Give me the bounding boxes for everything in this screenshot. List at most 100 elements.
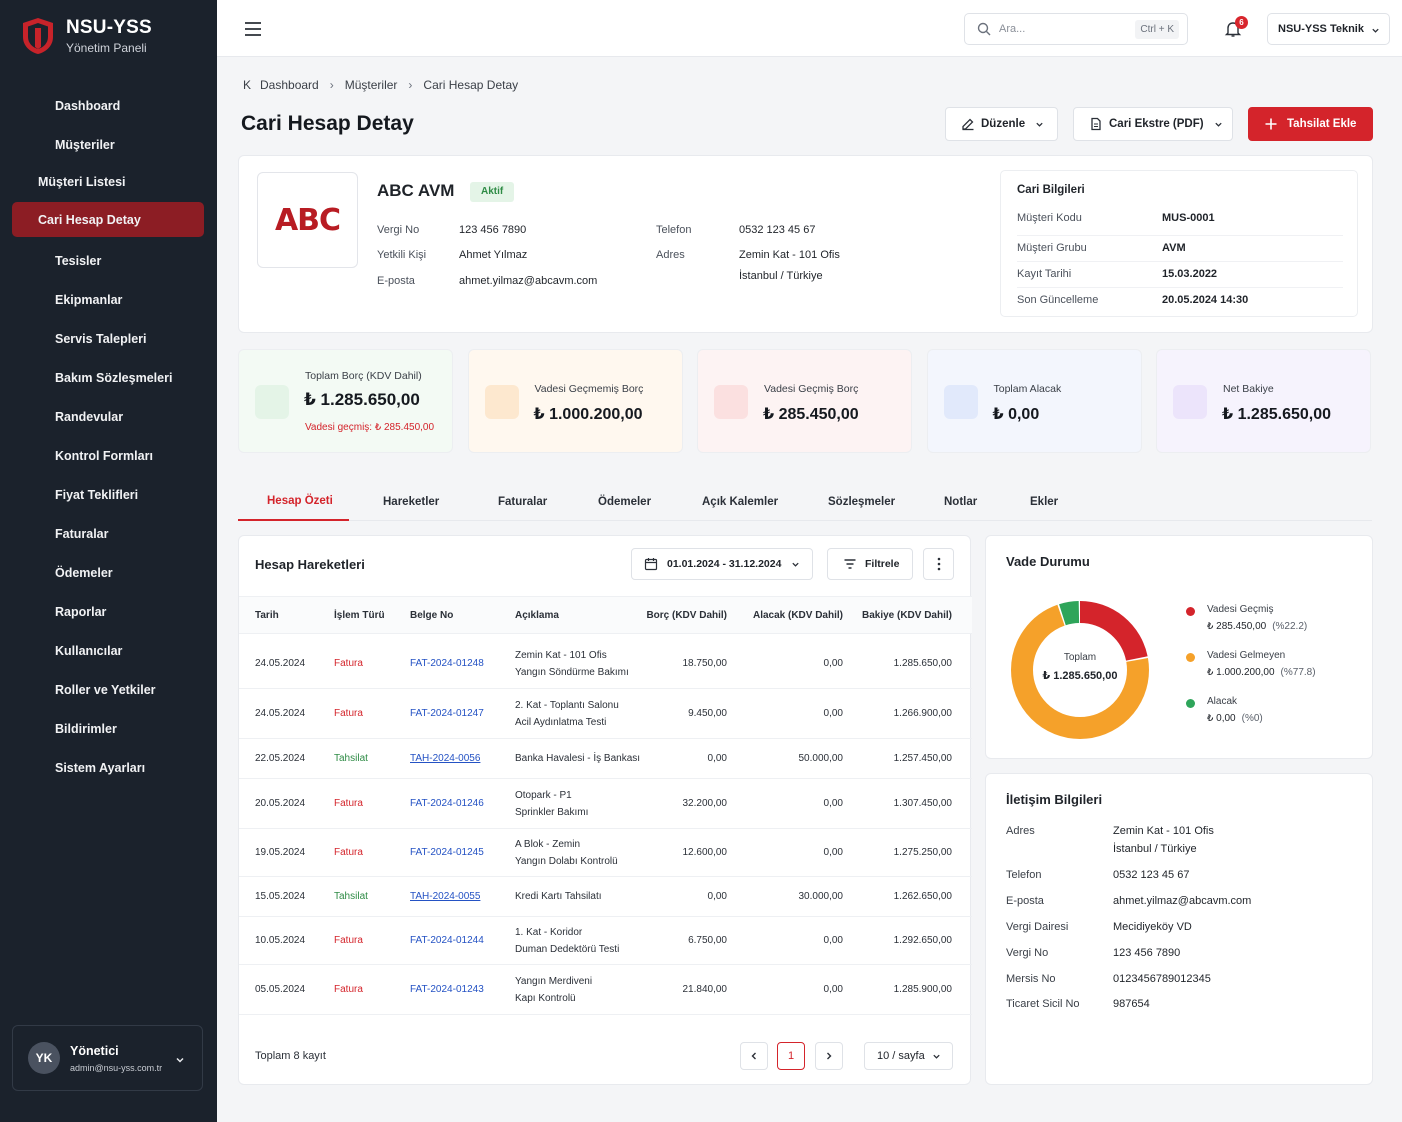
legend-value: ₺ 285.450,00: [1207, 621, 1267, 632]
cari-info-label: Kayıt Tarihi: [1017, 268, 1072, 280]
column-header[interactable]: Alacak (KDV Dahil): [752, 610, 843, 621]
sidebar-item-invoice[interactable]: Faturalar: [0, 514, 217, 553]
column-header[interactable]: Bakiye (KDV Dahil): [861, 610, 952, 621]
cell-debit: 9.450,00: [688, 708, 727, 719]
more-options-button[interactable]: [923, 548, 954, 580]
table-row[interactable]: 24.05.2024 Fatura FAT-2024-01247 2. Kat - T…: [239, 689, 972, 739]
sidebar-item-calendar[interactable]: Randevular: [0, 397, 217, 436]
email-value[interactable]: ahmet.yilmaz@abcavm.com: [459, 275, 598, 287]
legend-pct: (%22.2): [1272, 621, 1308, 632]
sidebar-item-wallet[interactable]: Ödemeler: [0, 553, 217, 592]
sidebar-item-box[interactable]: Ekipmanlar: [0, 280, 217, 319]
sidebar-item-building[interactable]: Tesisler: [0, 241, 217, 280]
table-row[interactable]: 24.05.2024 Fatura FAT-2024-01248 Zemin Kat …: [239, 638, 972, 689]
sidebar-item-quote[interactable]: Fiyat Teklifleri: [0, 475, 217, 514]
search-input[interactable]: Ara... Ctrl + K: [964, 13, 1188, 45]
tab-payment[interactable]: Ödemeler: [571, 482, 659, 521]
sidebar: NSU-YSS Yönetim Paneli Dashboard Müşteril…: [0, 0, 217, 1122]
sidebar-item-bell[interactable]: Bildirimler: [0, 709, 217, 748]
sidebar-item-label: Roller ve Yetkiler: [55, 682, 156, 697]
sidebar-subitem-account-detail[interactable]: Cari Hesap Detay: [12, 202, 204, 237]
stat-icon-wrap: [1173, 385, 1207, 419]
table-row[interactable]: 05.05.2024 Fatura FAT-2024-01243 Yangın Mer…: [239, 965, 972, 1015]
sidebar-item-report[interactable]: Raporlar: [0, 592, 217, 631]
tab-open-items[interactable]: Açık Kalemler: [675, 482, 786, 521]
invoice-icon: [24, 525, 42, 543]
legend-name: Vadesi Geçmiş: [1207, 604, 1274, 615]
cell-doc-link[interactable]: FAT-2024-01247: [410, 708, 484, 719]
sidebar-item-shield-user[interactable]: Roller ve Yetkiler: [0, 670, 217, 709]
column-header[interactable]: Açıklama: [515, 610, 559, 621]
contact-value: ahmet.yilmaz@abcavm.com: [1113, 895, 1252, 907]
column-header[interactable]: Belge No: [410, 610, 454, 621]
sidebar-item-contract[interactable]: Bakım Sözleşmeleri: [0, 358, 217, 397]
sidebar-item-wrench[interactable]: Servis Talepleri: [0, 319, 217, 358]
tab-summary[interactable]: Hesap Özeti: [238, 482, 349, 521]
filter-button[interactable]: Filtrele: [827, 548, 913, 580]
cari-info-row: Kayıt Tarihi 15.03.2022: [1017, 261, 1343, 287]
sidebar-item-user-group[interactable]: Kullanıcılar: [0, 631, 217, 670]
sidebar-item-home[interactable]: Dashboard: [0, 86, 217, 125]
sidebar-subitem-customer-list[interactable]: Müşteri Listesi: [38, 175, 126, 189]
tab-attachment[interactable]: Ekler: [1003, 482, 1066, 521]
notification-badge: 6: [1235, 16, 1248, 29]
date-range-picker[interactable]: 01.01.2024 - 31.12.2024: [631, 548, 813, 580]
user-menu[interactable]: YK Yönetici admin@nsu-yss.com.tr: [12, 1025, 203, 1091]
stat-icon-wrap: [484, 385, 519, 419]
cell-credit: 0,00: [823, 847, 843, 858]
profile-dropdown[interactable]: NSU-YSS Teknik: [1267, 13, 1390, 45]
contact-value: 987654: [1113, 998, 1150, 1010]
page-number-button[interactable]: 1: [777, 1042, 805, 1070]
tab-invoice[interactable]: Faturalar: [471, 482, 555, 521]
edit-button[interactable]: Düzenle: [945, 107, 1058, 141]
cell-doc-link[interactable]: FAT-2024-01244: [410, 935, 484, 946]
page-size-select[interactable]: 10 / sayfa: [864, 1042, 953, 1070]
sidebar-item-users[interactable]: Müşteriler: [0, 125, 217, 164]
sidebar-item-label: Ekipmanlar: [55, 292, 123, 307]
stat-card-total-debt: Toplam Borç (KDV Dahil) ₺ 1.285.650,00 Vad…: [238, 349, 453, 453]
address-line1: Zemin Kat - 101 Ofis: [739, 249, 840, 261]
chevron-right-icon: ›: [408, 78, 413, 92]
sidebar-item-gear[interactable]: Sistem Ayarları: [0, 748, 217, 787]
cell-doc-link[interactable]: FAT-2024-01245: [410, 847, 484, 858]
column-header[interactable]: Borç (KDV Dahil): [646, 610, 727, 621]
column-header[interactable]: Tarih: [255, 610, 279, 621]
plus-icon: [1265, 118, 1277, 130]
table-row[interactable]: 20.05.2024 Fatura FAT-2024-01246 Otopark - …: [239, 779, 972, 829]
breadcrumb-item-customers[interactable]: Müşteriler: [344, 78, 398, 92]
contact-value-line2: İstanbul / Türkiye: [1113, 843, 1197, 855]
cell-desc-line2: Duman Dedektörü Testi: [515, 944, 620, 955]
sidebar-item-clipboard[interactable]: Kontrol Formları: [0, 436, 217, 475]
table-row[interactable]: 15.05.2024 Tahsilat TAH-2024-0055 Kredi Kar…: [239, 877, 972, 917]
prev-page-button[interactable]: [740, 1042, 768, 1070]
table-row[interactable]: 19.05.2024 Fatura FAT-2024-01245 A Blok - Z…: [239, 829, 972, 877]
cell-doc-link[interactable]: TAH-2024-0055: [410, 891, 481, 902]
tab-movements[interactable]: Hareketler: [356, 482, 447, 521]
tab-contract[interactable]: Sözleşmeler: [801, 482, 903, 521]
column-header[interactable]: İşlem Türü: [334, 610, 385, 621]
add-collection-button[interactable]: Tahsilat Ekle: [1248, 107, 1373, 141]
clipboard-icon: [24, 447, 42, 465]
cell-date: 15.05.2024: [255, 891, 306, 902]
calendar-icon: [24, 408, 42, 426]
breadcrumb-back[interactable]: K: [243, 78, 252, 92]
tab-note[interactable]: Notlar: [917, 482, 985, 521]
cell-doc-link[interactable]: FAT-2024-01248: [410, 657, 484, 669]
cell-doc-link[interactable]: FAT-2024-01246: [410, 798, 484, 809]
cell-doc-link[interactable]: FAT-2024-01243: [410, 984, 484, 995]
cell-balance: 1.285.900,00: [893, 984, 952, 995]
cell-credit: 0,00: [823, 708, 843, 719]
legend-value: ₺ 0,00: [1207, 713, 1236, 724]
next-page-button[interactable]: [815, 1042, 843, 1070]
tab-label: Açık Kalemler: [702, 495, 779, 508]
breadcrumb-item-dashboard[interactable]: Dashboard: [260, 78, 319, 92]
cell-doc-link[interactable]: TAH-2024-0056: [410, 753, 481, 764]
tab-label: Ekler: [1030, 495, 1059, 508]
table-row[interactable]: 22.05.2024 Tahsilat TAH-2024-0056 Banka Hav…: [239, 739, 972, 779]
statement-pdf-button[interactable]: Cari Ekstre (PDF): [1073, 107, 1233, 141]
menu-toggle-icon[interactable]: [244, 21, 262, 37]
shield-logo-icon: [23, 18, 53, 54]
cell-type: Fatura: [334, 847, 363, 858]
table-row[interactable]: 10.05.2024 Fatura FAT-2024-01244 1. Kat - K…: [239, 917, 972, 965]
brand[interactable]: NSU-YSS Yönetim Paneli: [0, 0, 217, 72]
